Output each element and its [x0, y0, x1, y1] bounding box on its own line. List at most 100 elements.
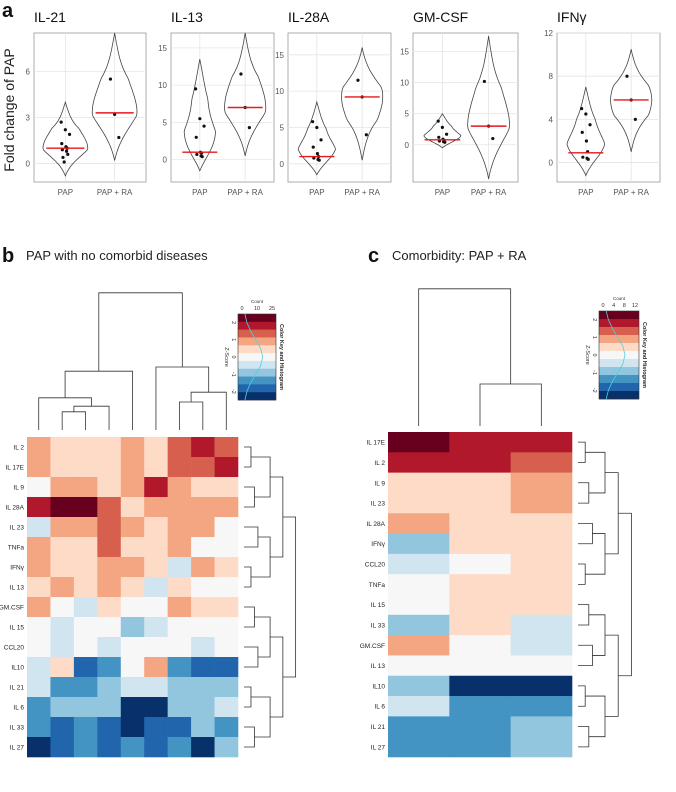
violin-chart: IL-21 0 3 6 PAP PAP + RA [26, 9, 147, 197]
row-label: IL10 [11, 665, 24, 672]
heatmap-cell [449, 492, 511, 514]
heatmap-cell [97, 637, 122, 658]
heatmap-cell [449, 432, 511, 453]
color-key-band [238, 376, 276, 385]
heatmap-cell [167, 477, 192, 498]
count-label: Count [251, 299, 264, 304]
data-point [63, 128, 67, 132]
data-point [588, 123, 592, 127]
plot-panel [287, 32, 392, 183]
heatmap-cell [191, 637, 215, 658]
heatmap-cell [144, 677, 168, 698]
row-label: IL 6 [13, 705, 24, 712]
dendrogram-link [250, 456, 271, 498]
row-label: IL 33 [10, 725, 25, 732]
color-key-title: Color Key and Histogram [641, 322, 647, 388]
dendrogram-link [178, 401, 204, 430]
heatmap-cell [388, 432, 450, 453]
heatmap-cell [214, 577, 239, 598]
heatmap-cell [73, 677, 98, 698]
data-point [59, 120, 63, 124]
heatmap-cell [97, 597, 122, 618]
heatmap-cell [27, 617, 51, 638]
heatmap-cell [97, 657, 122, 678]
row-label: IL 23 [371, 501, 386, 508]
heatmap-cell [50, 597, 75, 618]
heatmap-cell [191, 437, 215, 458]
data-point [66, 152, 70, 156]
row-label: IFNγ [10, 565, 24, 572]
data-point [356, 78, 360, 82]
dendrogram-link [244, 486, 255, 508]
dendrogram-link [270, 636, 284, 718]
violin-shape [42, 100, 89, 177]
heatmap-cell [27, 597, 51, 618]
heatmap-cell [73, 437, 98, 458]
data-point [581, 155, 585, 159]
color-key-tick: 0 [591, 353, 597, 356]
heatmap-cell [388, 635, 450, 656]
heatmap-cell [388, 452, 450, 473]
chart-title: GM-CSF [413, 9, 468, 25]
row-label: IL10 [372, 683, 385, 690]
heatmap-cell [388, 472, 450, 494]
violin-shape [297, 100, 336, 176]
heatmap-cell [27, 517, 51, 538]
dendrogram-link [190, 391, 227, 430]
heatmap-cell [120, 677, 145, 698]
heatmap-cell [144, 517, 168, 538]
x-tick-label: PAP + RA [471, 188, 507, 197]
heatmap-cell [214, 677, 239, 698]
heatmap-cell [50, 697, 75, 718]
heatmap-cell [144, 457, 168, 478]
row-label: TNFa [369, 582, 386, 589]
row-label: IL 17E [366, 440, 385, 447]
count-tick: 12 [632, 303, 638, 309]
column-dendrogram [418, 288, 542, 426]
data-point [319, 138, 323, 142]
dendrogram-link [585, 533, 606, 575]
data-point [436, 119, 440, 123]
row-label: IL 13 [10, 585, 25, 592]
data-point [315, 125, 319, 130]
heatmap-cell [388, 614, 450, 636]
dendrogram-link [38, 397, 92, 430]
y-tick-label: 15 [158, 44, 167, 53]
dendrogram-link [250, 536, 271, 578]
data-point [580, 106, 584, 111]
data-point [67, 132, 72, 136]
heatmap-cell [144, 717, 168, 738]
panel-a-label: a [2, 0, 14, 22]
heatmap-cell [120, 537, 145, 558]
count-tick: 10 [254, 306, 260, 312]
heatmap-cell [214, 697, 239, 718]
heatmap-cell [388, 716, 450, 737]
heatmap-cell [510, 574, 573, 595]
heatmap-cell [214, 497, 239, 518]
dendrogram-link [64, 370, 133, 430]
heatmap-cell [191, 457, 215, 478]
heatmap-cell [73, 697, 98, 718]
heatmap-cell [50, 457, 75, 478]
row-label: IL 23 [10, 525, 25, 532]
color-key-tick: 2 [591, 318, 597, 321]
heatmap-cell [167, 437, 192, 458]
data-point [195, 152, 199, 157]
heatmap-cell [214, 557, 239, 578]
dendrogram-link [578, 685, 586, 707]
dendrogram-link [244, 686, 252, 708]
dendrogram-link [618, 512, 632, 677]
heatmap-cell [50, 517, 75, 538]
row-label: IL 21 [371, 724, 386, 731]
color-key-band [238, 321, 276, 330]
heatmap-cell [214, 737, 239, 758]
heatmap-cell [449, 655, 511, 677]
data-point [584, 112, 588, 116]
dendrogram-link [244, 446, 252, 468]
heatmap-cell [214, 477, 239, 498]
color-key-tick: -2 [591, 388, 597, 393]
violin-shape [566, 86, 606, 177]
heatmap-cell [50, 477, 75, 498]
column-dendrogram [38, 292, 227, 430]
